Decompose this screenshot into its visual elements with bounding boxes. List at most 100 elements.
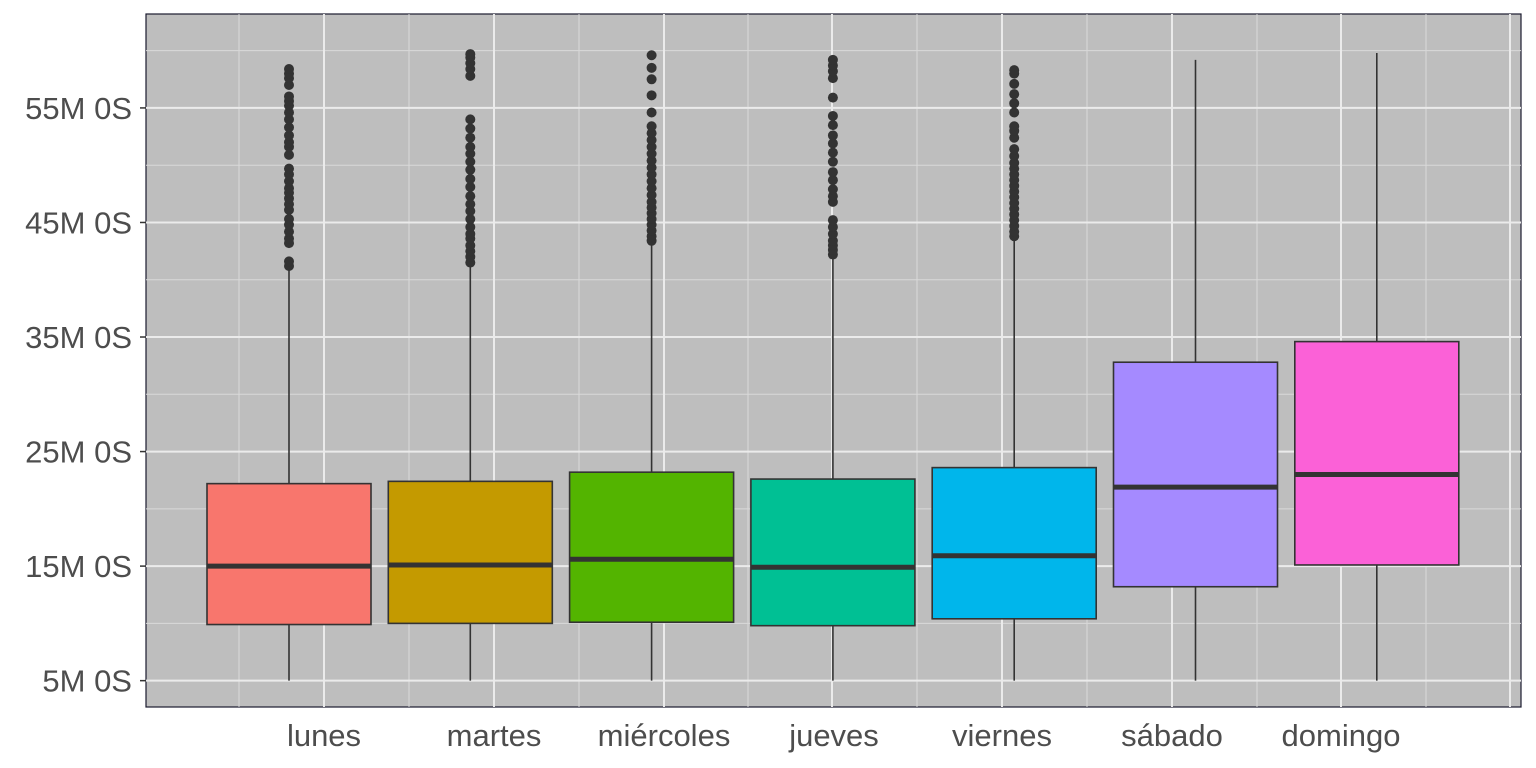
outlier-point xyxy=(827,147,838,158)
box-body xyxy=(1112,361,1279,588)
outlier-point xyxy=(284,107,294,118)
box-3 xyxy=(568,50,735,681)
y-axis: 5M 0S 15M 0S 25M 0S 35M 0S 45M 0S 55M 0S xyxy=(25,91,146,699)
outlier-point xyxy=(1009,107,1020,118)
outlier-point xyxy=(284,233,294,244)
x-tick-label: sábado xyxy=(1121,718,1223,753)
outlier-point xyxy=(646,169,657,180)
outlier-point xyxy=(827,130,838,141)
outlier-point xyxy=(827,215,838,226)
outlier-point xyxy=(646,189,657,200)
outlier-point xyxy=(284,163,294,174)
outlier-point xyxy=(827,156,838,167)
outlier-point xyxy=(284,122,294,133)
y-tick-label: 55M 0S xyxy=(25,91,132,126)
outlier-point xyxy=(1009,65,1020,76)
outlier-point xyxy=(827,175,838,186)
outlier-point xyxy=(827,184,838,195)
x-tick-label: viernes xyxy=(952,718,1052,753)
outlier-point xyxy=(827,222,838,233)
box-series xyxy=(206,49,1460,681)
outlier-point xyxy=(284,183,294,194)
outlier-point xyxy=(284,80,294,91)
outlier-point xyxy=(465,214,476,225)
outlier-point xyxy=(465,206,476,217)
outlier-point xyxy=(646,74,657,85)
outlier-point xyxy=(465,156,476,167)
outlier-point xyxy=(646,90,657,101)
x-tick-label: lunes xyxy=(287,718,361,753)
outlier-point xyxy=(284,256,294,267)
y-tick-label: 35M 0S xyxy=(25,320,132,355)
outlier-point xyxy=(646,183,657,194)
outlier-point xyxy=(646,155,657,166)
outlier-point xyxy=(465,199,476,210)
outlier-point xyxy=(646,148,657,159)
outlier-point xyxy=(646,121,657,132)
outlier-point xyxy=(284,114,294,125)
outlier-point xyxy=(284,137,294,148)
outlier-point xyxy=(827,120,838,131)
outlier-point xyxy=(465,132,476,143)
outlier-point xyxy=(284,176,294,187)
outlier-point xyxy=(1009,144,1020,155)
outlier-point xyxy=(1009,98,1020,109)
outlier-point xyxy=(827,235,838,246)
outlier-point xyxy=(827,191,838,202)
outlier-point xyxy=(827,138,838,149)
box-2 xyxy=(387,49,554,681)
outlier-point xyxy=(284,214,294,225)
outlier-point xyxy=(465,141,476,152)
outlier-point xyxy=(465,123,476,134)
outlier-point xyxy=(465,164,476,175)
outlier-point xyxy=(284,91,294,102)
outlier-point xyxy=(465,222,476,233)
y-tick-label: 25M 0S xyxy=(25,435,132,470)
outlier-point xyxy=(646,135,657,145)
outlier-point xyxy=(465,70,476,81)
y-tick-label: 45M 0S xyxy=(25,205,132,240)
outlier-point xyxy=(465,148,476,159)
outlier-point xyxy=(465,191,476,202)
outlier-point xyxy=(646,107,657,118)
outlier-point xyxy=(284,63,294,74)
box-body xyxy=(1294,340,1460,566)
x-tick-label: jueves xyxy=(788,718,879,753)
y-tick-label: 5M 0S xyxy=(42,664,132,699)
outlier-point xyxy=(465,228,476,239)
outlier-point xyxy=(1009,121,1020,132)
box-7 xyxy=(1294,52,1460,681)
outlier-point xyxy=(1009,151,1020,162)
outlier-point xyxy=(827,92,838,103)
outlier-point xyxy=(646,62,657,73)
box-6 xyxy=(1112,59,1279,681)
x-tick-label: domingo xyxy=(1282,718,1401,753)
outlier-point xyxy=(465,181,476,192)
outlier-point xyxy=(827,110,838,121)
outlier-point xyxy=(646,50,657,61)
outlier-point xyxy=(465,173,476,184)
outlier-point xyxy=(646,176,657,187)
x-tick-label: martes xyxy=(447,718,542,753)
outlier-point xyxy=(646,162,657,173)
outlier-point xyxy=(827,54,838,65)
outlier-point xyxy=(284,130,294,141)
box-body xyxy=(568,471,735,624)
outlier-point xyxy=(827,73,838,84)
outlier-point xyxy=(827,228,838,239)
box-body xyxy=(206,482,372,626)
box-4 xyxy=(750,54,916,681)
outlier-point xyxy=(646,196,657,207)
outlier-point xyxy=(646,128,657,139)
x-tick-label: miércoles xyxy=(598,718,731,753)
box-1 xyxy=(206,63,372,681)
outlier-point xyxy=(284,149,294,160)
outlier-point xyxy=(284,226,294,237)
outlier-point xyxy=(827,167,838,178)
outlier-point xyxy=(465,240,476,251)
outlier-point xyxy=(1009,78,1020,89)
outlier-point xyxy=(1009,132,1020,143)
box-5 xyxy=(931,65,1098,681)
outlier-point xyxy=(1009,89,1020,100)
